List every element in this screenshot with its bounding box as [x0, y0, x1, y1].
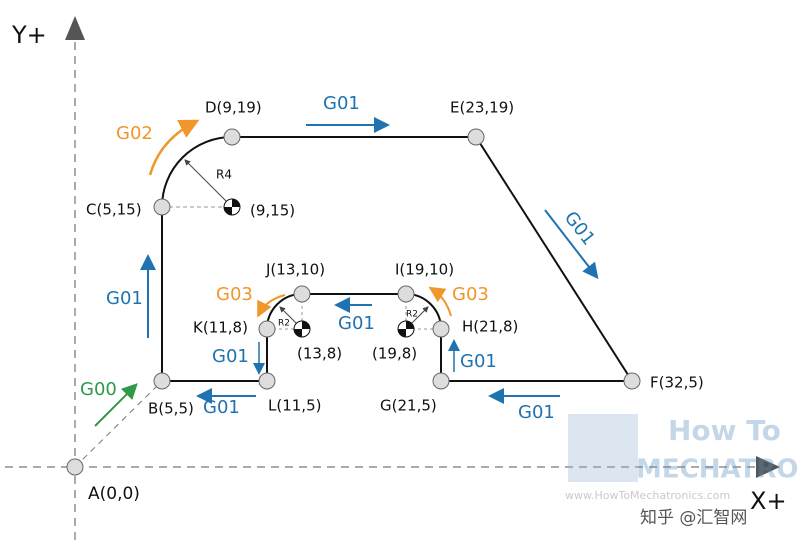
- watermark-url: www.HowToMechatronics.com: [565, 489, 730, 502]
- center-mark: [223, 198, 241, 216]
- point-label: J(13,10): [265, 261, 325, 279]
- move-arrow: [94, 383, 138, 427]
- center-label: (13,8): [297, 345, 342, 363]
- point-label: E(23,19): [450, 99, 514, 117]
- point: [258, 320, 276, 338]
- point-label: L(11,5): [268, 397, 321, 415]
- point: [623, 372, 641, 390]
- move-arrow: [544, 209, 599, 280]
- point-label: B(5,5): [148, 400, 194, 418]
- centers: [223, 198, 415, 338]
- gcode: G03: [452, 284, 489, 305]
- gcode: G01: [560, 207, 599, 249]
- center-label: (19,8): [372, 345, 417, 363]
- gcode: G01: [338, 313, 375, 334]
- gcode: G01: [212, 346, 249, 367]
- rapid-path: [74, 380, 163, 468]
- gcode: G02: [116, 123, 153, 144]
- point-label: K(11,8): [193, 319, 248, 337]
- point: [432, 320, 450, 338]
- gcode: G01: [203, 397, 240, 418]
- point: [432, 372, 450, 390]
- point-label: A(0,0): [88, 484, 140, 504]
- radius-label: R2: [406, 310, 418, 320]
- watermark-logo: [568, 414, 638, 482]
- gcode: G01: [518, 402, 555, 423]
- arc-arrow: [257, 294, 286, 318]
- credit: 知乎 @汇智网: [640, 508, 747, 528]
- point-label: I(19,10): [395, 261, 454, 279]
- arc-arrow: [428, 286, 452, 317]
- gcode: G01: [323, 93, 360, 114]
- point: [397, 285, 415, 303]
- watermark-text: MECHATRONICS: [636, 455, 800, 485]
- points: [66, 128, 641, 476]
- gcode: G01: [460, 351, 497, 372]
- gcode: G03: [216, 284, 253, 305]
- tool-path: [161, 136, 634, 382]
- radius-line: [184, 159, 233, 208]
- y-label: Y+: [11, 21, 47, 49]
- point-label: G(21,5): [380, 397, 437, 415]
- point: [258, 372, 276, 390]
- center-label: (9,15): [250, 202, 295, 220]
- point-label: C(5,15): [86, 201, 142, 219]
- center-mark: [397, 320, 415, 338]
- gcode: G00: [80, 379, 117, 400]
- x-label: X+: [750, 487, 787, 515]
- point: [66, 458, 84, 476]
- radius-label: R4: [216, 168, 232, 182]
- watermark: How To MECHATRONICS www.HowToMechatronic…: [565, 414, 800, 502]
- point-label: D(9,19): [205, 99, 262, 117]
- arc-arrow: [148, 119, 200, 176]
- radius-label: R2: [278, 319, 290, 329]
- watermark-text: How To: [668, 414, 781, 447]
- y-arrow: [65, 16, 85, 40]
- point-label: F(32,5): [650, 374, 704, 392]
- point: [467, 128, 485, 146]
- point: [153, 198, 171, 216]
- point: [223, 128, 241, 146]
- gcode: G01: [106, 288, 143, 309]
- point: [293, 285, 311, 303]
- center-mark: [293, 320, 311, 338]
- point: [153, 372, 171, 390]
- point-label: H(21,8): [462, 318, 518, 336]
- x-arrow: [756, 456, 780, 478]
